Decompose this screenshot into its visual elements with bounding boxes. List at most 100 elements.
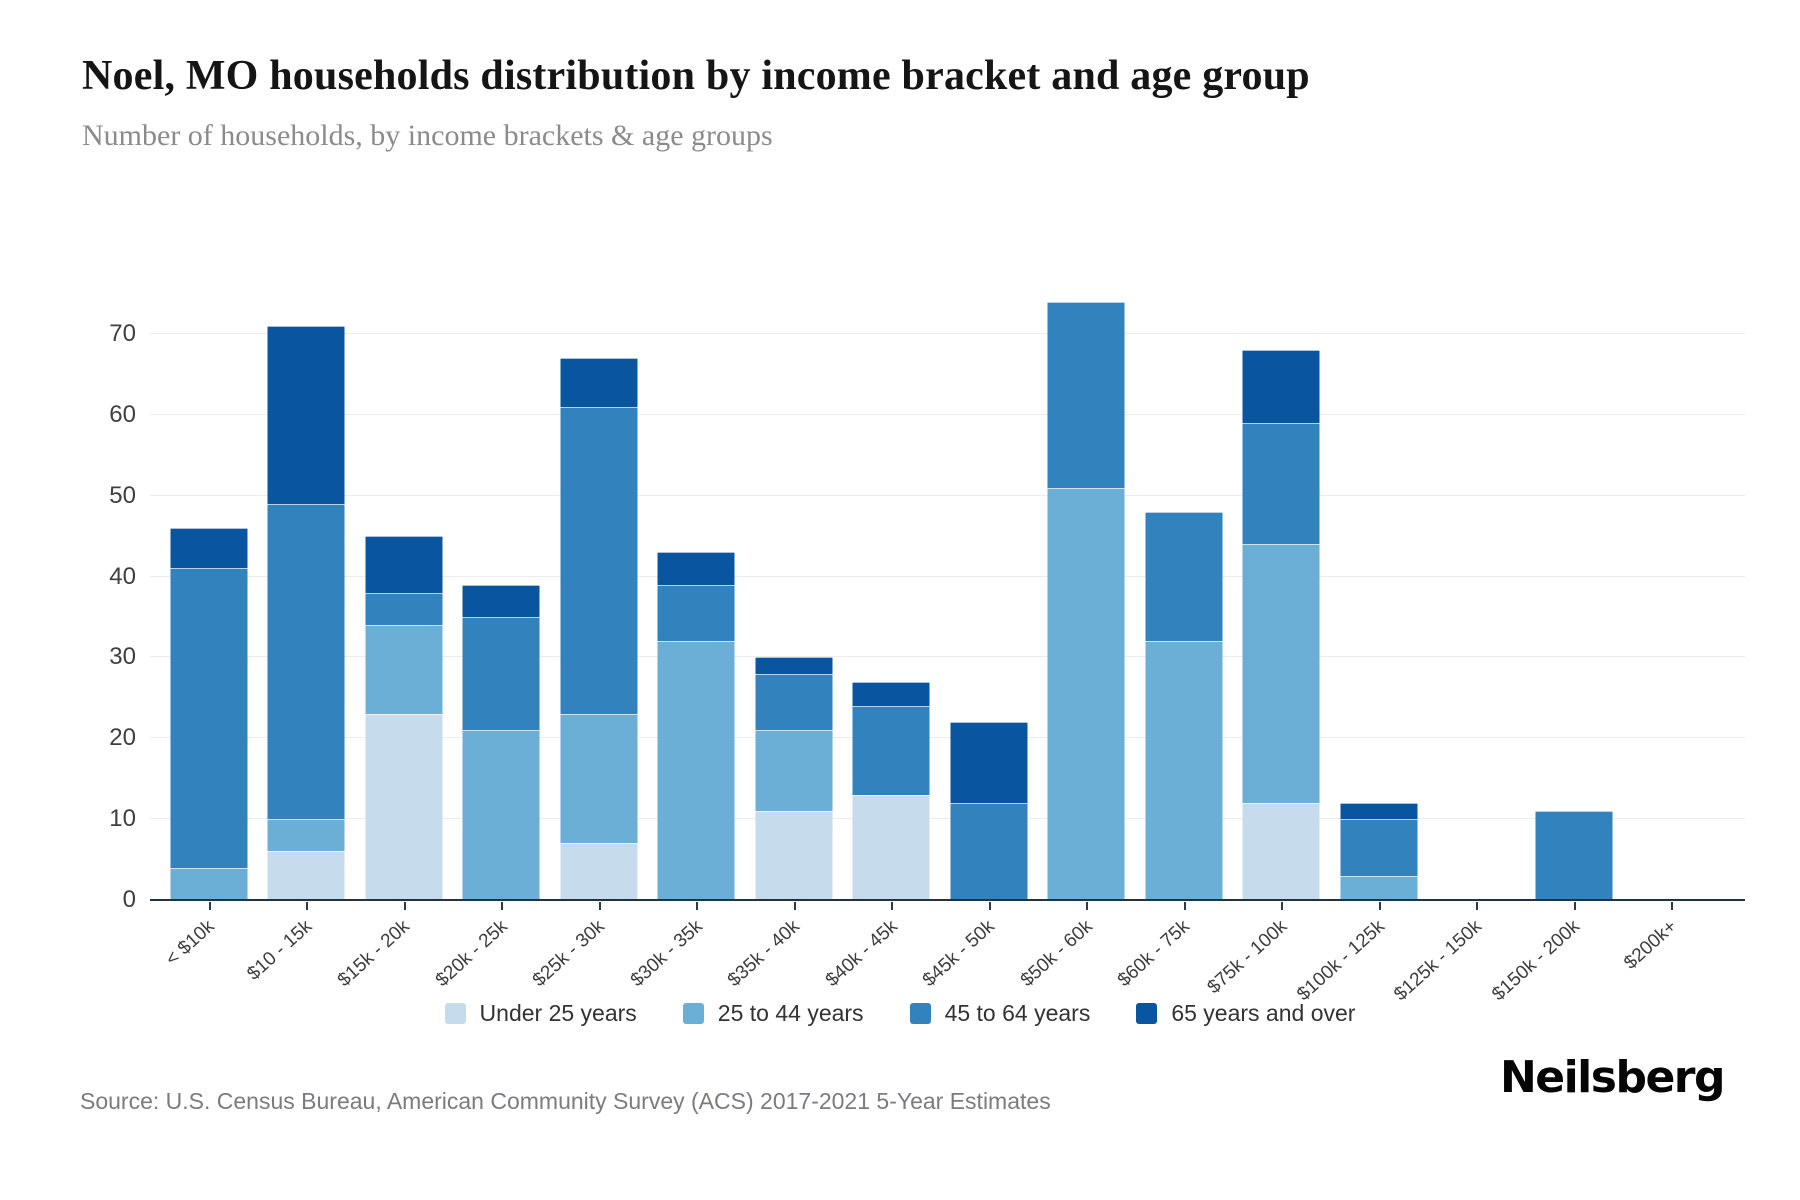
x-axis-tick-label: $10 - 15k	[243, 916, 317, 985]
bar-segment[interactable]	[852, 705, 930, 795]
bar-segment[interactable]	[462, 730, 540, 900]
bar-segment[interactable]	[1242, 802, 1320, 900]
bar-segment[interactable]	[365, 592, 443, 626]
bar-segment[interactable]	[852, 681, 930, 706]
bar-segment[interactable]	[1145, 511, 1223, 642]
bar-segment[interactable]	[1242, 544, 1320, 803]
bar-segment[interactable]	[462, 584, 540, 617]
bar-segment[interactable]	[755, 730, 833, 812]
bar-segment[interactable]	[950, 802, 1028, 900]
x-axis-tick-label: $20k - 25k	[431, 916, 512, 991]
bar-segment[interactable]	[1242, 350, 1320, 423]
bar-segment[interactable]	[170, 528, 248, 569]
x-axis-line	[150, 899, 1745, 901]
bar-segment[interactable]	[267, 325, 345, 504]
legend-swatch	[682, 1003, 704, 1024]
legend-item[interactable]: 65 years and over	[1136, 1000, 1355, 1027]
neilsberg-logo: Neilsberg	[1499, 1052, 1726, 1103]
category-slot: $15k - 20k	[334, 255, 453, 991]
y-axis-tick-label: 30	[109, 643, 136, 671]
bar-segment[interactable]	[560, 406, 638, 715]
bar-segment[interactable]	[1340, 875, 1418, 900]
legend: Under 25 years 25 to 44 years 45 to 64 yea…	[0, 1000, 1800, 1027]
x-axis-tick	[501, 902, 504, 910]
category-slot: < $10k	[160, 255, 258, 970]
y-axis-tick-label: 40	[109, 562, 136, 590]
x-axis-tick-label: $50k - 60k	[1016, 916, 1097, 991]
x-axis-tick-label: $150k - 200k	[1488, 916, 1584, 1006]
x-axis-tick-label: < $10k	[161, 916, 219, 971]
x-axis-tick	[696, 902, 699, 910]
category-slot: $100k - 125k	[1293, 255, 1428, 1005]
bar-segment[interactable]	[267, 851, 345, 900]
legend-item[interactable]: 25 to 44 years	[682, 1000, 864, 1027]
bar-segment[interactable]	[170, 568, 248, 868]
x-axis-tick	[1476, 902, 1479, 910]
bar-segment[interactable]	[852, 794, 930, 900]
gridline	[150, 413, 1745, 415]
chart-title: Noel, MO households distribution by inco…	[82, 53, 1310, 99]
y-axis-tick-label: 70	[109, 319, 136, 347]
category-slot: $20k - 25k	[431, 255, 551, 991]
legend-swatch	[1136, 1003, 1158, 1024]
category-slot: $200k+	[1621, 255, 1721, 974]
category-slot: $40k - 45k	[821, 255, 941, 991]
bar-segment[interactable]	[365, 625, 443, 715]
source-note: Source: U.S. Census Bureau, American Com…	[80, 1088, 1051, 1114]
bar-segment[interactable]	[1340, 802, 1418, 820]
category-slot: $30k - 35k	[626, 255, 746, 991]
bars-layer: < $10k $10 - 15k $15k - 20k $20k - 25k $25k …	[160, 255, 1721, 1005]
y-axis-labels: 0 10 20 30 40 50 60 70	[0, 255, 136, 911]
x-axis-tick	[1086, 902, 1089, 910]
category-slot: $60k - 75k	[1114, 255, 1233, 991]
bar-segment[interactable]	[1047, 301, 1125, 488]
bar-segment[interactable]	[950, 722, 1028, 803]
legend-item[interactable]: Under 25 years	[444, 1000, 637, 1027]
bar-segment[interactable]	[462, 617, 540, 731]
bar-segment[interactable]	[1047, 487, 1125, 900]
bar-segment[interactable]	[267, 503, 345, 820]
legend-item[interactable]: 45 to 64 years	[909, 1000, 1091, 1027]
category-slot: $10 - 15k	[243, 255, 356, 985]
bar-segment[interactable]	[755, 673, 833, 731]
gridline	[150, 737, 1745, 739]
x-axis-tick	[793, 902, 796, 910]
bar-segment[interactable]	[1242, 422, 1320, 545]
bar-segment[interactable]	[365, 714, 443, 900]
bar-segment[interactable]	[657, 641, 735, 900]
bar-segment[interactable]	[1340, 819, 1418, 876]
x-axis-tick	[988, 902, 991, 910]
y-axis-tick-label: 60	[109, 400, 136, 428]
bar-segment[interactable]	[755, 811, 833, 900]
gridline	[150, 332, 1745, 334]
bar-segment[interactable]	[560, 358, 638, 407]
bar-segment[interactable]	[170, 867, 248, 900]
y-axis-tick-label: 20	[109, 724, 136, 752]
x-axis-tick-label: $15k - 20k	[333, 916, 414, 991]
bar-segment[interactable]	[267, 819, 345, 852]
gridline	[150, 656, 1745, 658]
bar-segment[interactable]	[657, 552, 735, 585]
gridline	[150, 818, 1745, 820]
x-axis-tick	[306, 902, 309, 910]
legend-label: 25 to 44 years	[717, 1000, 864, 1026]
bar-segment[interactable]	[657, 584, 735, 642]
bar-segment[interactable]	[755, 657, 833, 674]
x-axis-tick	[1573, 902, 1576, 910]
x-axis-tick-label: $200k+	[1620, 916, 1682, 974]
category-slot: $50k - 60k	[1016, 255, 1136, 991]
category-slot: $35k - 40k	[724, 255, 843, 991]
y-axis-tick-label: 10	[109, 805, 136, 833]
bar-segment[interactable]	[365, 536, 443, 593]
category-slot: $75k - 100k	[1203, 255, 1331, 998]
legend-label: 45 to 64 years	[944, 1000, 1091, 1026]
chart-subtitle: Number of households, by income brackets…	[82, 119, 773, 152]
bar-segment[interactable]	[1535, 811, 1613, 900]
bar-segment[interactable]	[560, 714, 638, 844]
x-axis-tick	[1183, 902, 1186, 910]
x-axis-tick	[403, 902, 406, 910]
bar-segment[interactable]	[1145, 641, 1223, 900]
bar-segment[interactable]	[560, 843, 638, 900]
x-axis-tick-label: $25k - 30k	[528, 916, 609, 991]
